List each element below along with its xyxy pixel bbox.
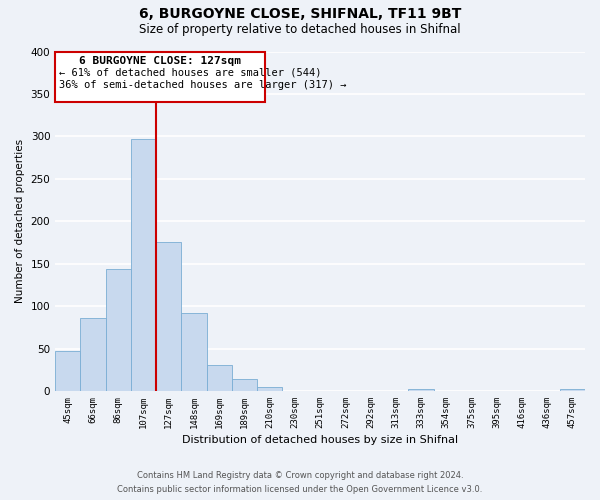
Text: 36% of semi-detached houses are larger (317) →: 36% of semi-detached houses are larger (… <box>59 80 346 90</box>
Text: 6 BURGOYNE CLOSE: 127sqm: 6 BURGOYNE CLOSE: 127sqm <box>79 56 241 66</box>
Bar <box>206 366 232 391</box>
FancyBboxPatch shape <box>55 52 265 102</box>
Bar <box>409 389 434 391</box>
Bar <box>257 386 282 391</box>
Bar <box>181 313 206 391</box>
Bar <box>55 351 80 391</box>
Text: Size of property relative to detached houses in Shifnal: Size of property relative to detached ho… <box>139 22 461 36</box>
X-axis label: Distribution of detached houses by size in Shifnal: Distribution of detached houses by size … <box>182 435 458 445</box>
Bar <box>156 242 181 391</box>
Bar <box>106 268 131 391</box>
Text: Contains HM Land Registry data © Crown copyright and database right 2024.
Contai: Contains HM Land Registry data © Crown c… <box>118 472 482 494</box>
Text: 6, BURGOYNE CLOSE, SHIFNAL, TF11 9BT: 6, BURGOYNE CLOSE, SHIFNAL, TF11 9BT <box>139 8 461 22</box>
Y-axis label: Number of detached properties: Number of detached properties <box>15 139 25 304</box>
Bar <box>131 139 156 391</box>
Bar <box>80 318 106 391</box>
Text: ← 61% of detached houses are smaller (544): ← 61% of detached houses are smaller (54… <box>59 68 322 78</box>
Bar <box>560 389 585 391</box>
Bar <box>232 379 257 391</box>
